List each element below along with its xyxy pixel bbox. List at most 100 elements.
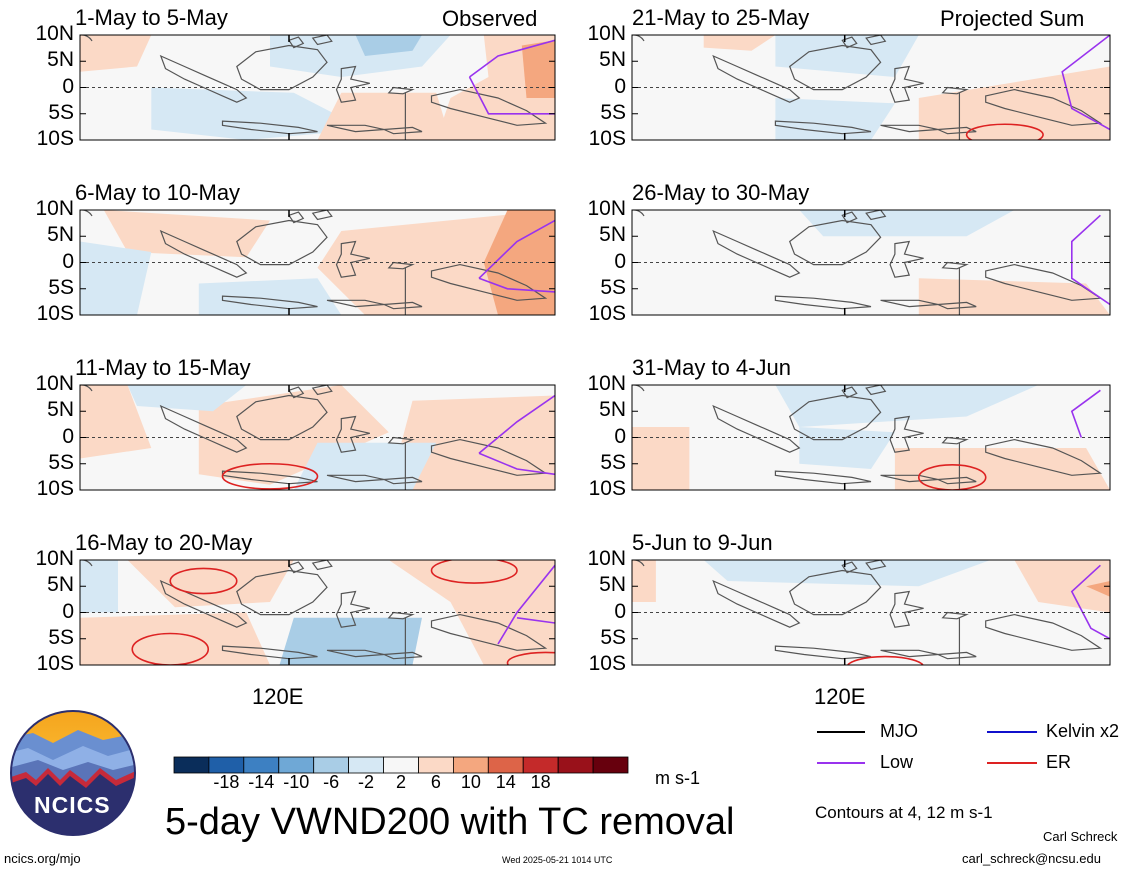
lat-label: 10N: [35, 372, 74, 395]
anomaly-shading: [80, 612, 270, 665]
lat-label: 10N: [35, 547, 74, 570]
coastline: [236, 44, 328, 91]
units-label: m s-1: [655, 768, 700, 788]
coastline: [387, 436, 415, 445]
anomaly-shading: [103, 210, 270, 258]
panel-right-1: 21-May to 25-May Projected Sum: [560, 0, 1135, 160]
anomaly-shading: [521, 40, 555, 98]
coastline: [865, 210, 887, 221]
coastline: [383, 651, 423, 660]
lat-label: 5N: [47, 48, 74, 72]
anomaly-shading: [1086, 581, 1110, 597]
coastline: [937, 476, 977, 485]
observed-label: Observed: [442, 6, 538, 31]
colorbar-tick-label: 2: [395, 772, 406, 792]
anomaly-shading: [918, 66, 1110, 140]
colorbar-tick-label: 18: [530, 772, 551, 792]
coastline: [221, 295, 318, 310]
lon-label-left: 120E: [252, 684, 304, 709]
anomaly-shading: [317, 92, 451, 140]
coastline: [430, 613, 548, 651]
coastline: [985, 613, 1103, 651]
coastline: [941, 261, 969, 270]
lat-label: 5S: [48, 625, 74, 649]
lat-label: 10N: [35, 22, 74, 45]
colorbar-swatch: [452, 756, 489, 774]
anomaly-shading: [293, 442, 437, 490]
lat-label: 5S: [48, 100, 74, 124]
panel-left-4: 16-May to 20-May: [0, 525, 560, 685]
colorbar-swatch: [313, 756, 349, 774]
lat-label: 0: [62, 599, 74, 623]
footer-timestamp: Wed 2025-05-21 1014 UTC: [502, 855, 613, 865]
coastline: [311, 210, 333, 221]
coastline: [311, 385, 333, 396]
lat-label: 10S: [36, 302, 74, 325]
colorbar-swatch: [487, 756, 524, 774]
er-contour: [430, 560, 518, 584]
panel-left-1: 1-May to 5-May Observed: [0, 0, 560, 160]
panel-right-4: 5-Jun to 9-Jun: [560, 525, 1135, 685]
colorbar-swatch: [278, 756, 315, 774]
coastline: [985, 438, 1103, 476]
map-panel-4: [79, 559, 556, 666]
panel-title: 5-Jun to 9-Jun: [632, 530, 773, 555]
colorbar-swatch: [208, 756, 245, 774]
logo-text: NCICS: [34, 792, 111, 818]
lat-label: 5S: [48, 450, 74, 474]
map-panel-2: [79, 209, 556, 316]
low-contour: [478, 219, 555, 279]
er-contour: [846, 655, 924, 665]
coastline: [383, 476, 423, 485]
legend-lines: [817, 731, 1037, 764]
lat-label: 10N: [587, 197, 626, 220]
panel-title: 6-May to 10-May: [75, 180, 241, 205]
anomaly-shading: [279, 617, 422, 665]
legend-er: ER: [1046, 752, 1072, 772]
coastline: [288, 561, 305, 574]
coastline: [865, 35, 887, 46]
colorbar-tick-label: 14: [495, 772, 516, 792]
lat-label: 0: [614, 74, 626, 98]
footer-email: carl_schreck@ncsu.edu: [962, 851, 1101, 866]
er-contour: [506, 651, 555, 665]
anomaly-shading: [1014, 560, 1110, 613]
lat-label: 10S: [36, 652, 74, 675]
panel-title: 1-May to 5-May: [75, 5, 228, 30]
er-contour: [169, 567, 238, 595]
anomaly-shading: [198, 385, 389, 485]
anomaly-shading: [80, 35, 152, 72]
ncics-logo: [10, 710, 136, 836]
er-contour: [131, 632, 210, 665]
coastline: [941, 436, 969, 445]
coastline: [865, 385, 887, 396]
legend-kelvin: Kelvin x2: [1046, 721, 1120, 741]
coastline: [221, 470, 318, 485]
coastline: [311, 35, 333, 46]
coastline: [383, 126, 423, 135]
colorbar-swatch: [348, 756, 384, 774]
colorbar-swatch: [418, 756, 454, 774]
lat-label: 10N: [35, 197, 74, 220]
map-panel-3: [79, 384, 556, 491]
colorbar-tick-label: -18: [213, 772, 240, 792]
lat-label: 5S: [600, 275, 626, 299]
coastline: [889, 65, 924, 103]
coastline: [774, 295, 872, 310]
lat-label: 5N: [599, 223, 626, 247]
lat-label: 10S: [588, 302, 626, 325]
lat-label: 0: [614, 599, 626, 623]
lat-label: 0: [62, 74, 74, 98]
low-contour: [468, 76, 555, 115]
low-contour: [478, 452, 555, 476]
coastline: [937, 301, 977, 310]
figure-title: 5-day VWND200 with TC removal: [165, 801, 735, 843]
colorbar-tick-label: -2: [358, 772, 375, 792]
lat-label: 10S: [588, 652, 626, 675]
low-contour: [1061, 35, 1110, 131]
panel-title: 26-May to 30-May: [632, 180, 810, 205]
er-contour: [965, 123, 1044, 140]
lat-label: 5N: [599, 48, 626, 72]
coastline: [288, 386, 305, 399]
anomaly-shading: [80, 560, 118, 613]
